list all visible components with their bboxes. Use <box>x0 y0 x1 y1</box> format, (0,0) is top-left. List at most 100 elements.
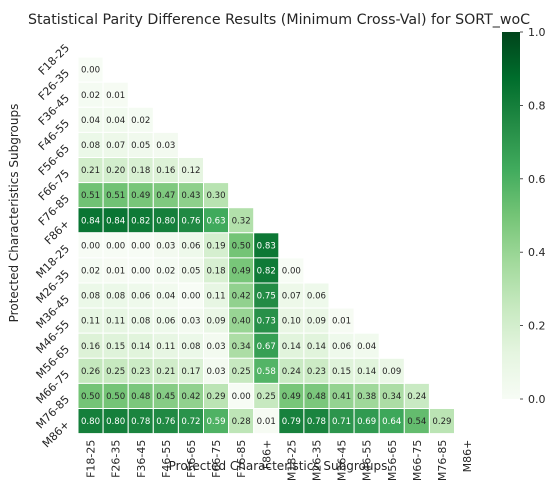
heatmap-cell <box>152 408 179 435</box>
heatmap-cell <box>328 307 355 334</box>
heatmap-cell <box>177 382 204 409</box>
cell-value-label: 0.83 <box>257 241 276 251</box>
cell-value-label: 0.14 <box>357 367 376 377</box>
x-tick-label: F46-55 <box>160 440 173 478</box>
cell-value-label: 0.28 <box>232 417 251 427</box>
x-tick-label: F18-25 <box>85 440 98 478</box>
heatmap-cell <box>303 357 330 384</box>
heatmap-cell <box>328 332 355 359</box>
heatmap-cell <box>203 182 230 209</box>
cell-value-label: 0.72 <box>181 417 200 427</box>
heatmap-cell <box>77 282 104 309</box>
heatmap-cell <box>228 332 255 359</box>
x-tick-label: F36-45 <box>135 440 148 478</box>
cell-value-label: 0.00 <box>81 241 100 251</box>
cell-value-label: 0.01 <box>106 266 125 276</box>
cell-value-label: 0.04 <box>357 342 376 352</box>
cell-value-label: 0.84 <box>106 216 125 226</box>
cell-value-label: 0.03 <box>206 342 225 352</box>
cell-value-label: 0.84 <box>81 216 100 226</box>
heatmap-cell <box>328 382 355 409</box>
heatmap-cell <box>127 357 154 384</box>
heatmap-cell <box>77 207 104 234</box>
cell-value-label: 0.29 <box>432 417 451 427</box>
cell-value-label: 0.50 <box>232 241 251 251</box>
cell-value-label: 0.23 <box>307 367 326 377</box>
cell-value-label: 0.54 <box>407 417 426 427</box>
cell-value-label: 0.16 <box>81 342 100 352</box>
cell-value-label: 0.03 <box>181 317 200 327</box>
x-tick-label: M36-45 <box>336 440 349 481</box>
cell-value-label: 0.01 <box>106 91 125 101</box>
cell-value-label: 0.06 <box>181 241 200 251</box>
cell-value-label: 0.11 <box>81 317 100 327</box>
cell-value-label: 0.00 <box>232 392 251 402</box>
cell-value-label: 0.43 <box>181 191 200 201</box>
cell-value-label: 0.14 <box>307 342 326 352</box>
cell-value-label: 0.14 <box>131 342 150 352</box>
heatmap-cell <box>203 408 230 435</box>
x-tick-label: M56-65 <box>386 440 399 481</box>
cell-value-label: 0.42 <box>181 392 200 402</box>
heatmap-cell <box>253 382 280 409</box>
heatmap-cell <box>203 307 230 334</box>
heatmap-cell <box>278 307 305 334</box>
heatmap-cell <box>102 131 129 158</box>
heatmap-cell <box>278 332 305 359</box>
cell-value-label: 0.11 <box>106 317 125 327</box>
heatmap-cell <box>102 157 129 184</box>
cell-value-label: 0.59 <box>206 417 225 427</box>
x-tick-label: F86+ <box>260 440 273 470</box>
heatmap-cell <box>203 382 230 409</box>
colorbar-tick-label: 0.6 <box>528 173 546 186</box>
cell-value-label: 0.17 <box>181 367 200 377</box>
cell-value-label: 0.04 <box>156 292 175 302</box>
cell-value-label: 0.06 <box>332 342 351 352</box>
cell-value-label: 0.75 <box>257 292 276 302</box>
heatmap-cell <box>152 282 179 309</box>
cell-value-label: 0.05 <box>131 141 150 151</box>
cell-value-label: 0.24 <box>282 367 301 377</box>
cell-value-label: 0.04 <box>81 116 100 126</box>
cell-value-label: 0.03 <box>156 241 175 251</box>
cell-value-label: 0.02 <box>81 266 100 276</box>
heatmap-cell <box>303 282 330 309</box>
cell-value-label: 0.21 <box>81 166 100 176</box>
cell-value-label: 0.49 <box>232 266 251 276</box>
cell-value-label: 0.78 <box>131 417 150 427</box>
heatmap-cell <box>353 332 380 359</box>
cell-value-label: 0.34 <box>382 392 401 402</box>
cell-value-label: 0.02 <box>156 266 175 276</box>
cell-value-label: 0.50 <box>81 392 100 402</box>
y-axis-label: Protected Characteristics Subgroups <box>7 104 21 323</box>
cell-value-label: 0.49 <box>282 392 301 402</box>
cell-value-label: 0.24 <box>407 392 426 402</box>
heatmap-cell <box>152 382 179 409</box>
cell-value-label: 0.25 <box>232 367 251 377</box>
cell-value-label: 0.00 <box>106 241 125 251</box>
cell-value-label: 0.26 <box>81 367 100 377</box>
heatmap-cell <box>278 282 305 309</box>
cell-value-label: 0.50 <box>106 392 125 402</box>
cell-value-label: 0.48 <box>131 392 150 402</box>
heatmap-cell <box>77 257 104 284</box>
cell-value-label: 0.80 <box>106 417 125 427</box>
heatmap-cell <box>177 408 204 435</box>
cell-value-label: 0.48 <box>307 392 326 402</box>
cell-value-label: 0.20 <box>106 166 125 176</box>
cell-value-label: 0.08 <box>106 292 125 302</box>
x-tick-label: M66-75 <box>411 440 424 481</box>
heatmap-cell <box>228 408 255 435</box>
cell-value-label: 0.08 <box>81 292 100 302</box>
x-axis-label: Protected Characteristics Subgroups <box>169 459 388 473</box>
x-tick-label: M86+ <box>461 440 474 473</box>
cell-value-label: 0.09 <box>307 317 326 327</box>
heatmap-cell <box>77 307 104 334</box>
cell-value-label: 0.03 <box>156 141 175 151</box>
cell-value-label: 0.06 <box>156 317 175 327</box>
colorbar-tick-label: 1.0 <box>528 26 546 39</box>
heatmap-cell <box>102 332 129 359</box>
heatmap-cell <box>228 357 255 384</box>
cell-value-label: 0.12 <box>181 166 200 176</box>
heatmap-cells: 0.00 0.02 0.01 0.04 0.04 0.02 0.08 0.07 0.05 0.03… <box>77 56 455 435</box>
